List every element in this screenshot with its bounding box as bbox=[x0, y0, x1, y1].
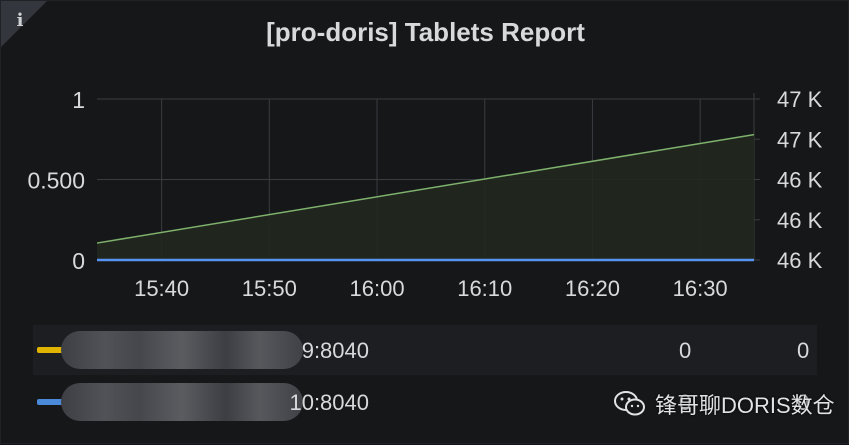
legend-swatch-2[interactable] bbox=[37, 399, 69, 405]
y-right-tick: 47 K bbox=[777, 87, 823, 112]
panel-info-corner[interactable] bbox=[1, 1, 47, 47]
watermark: 锋哥聊DORIS数仓 bbox=[613, 387, 835, 421]
redacted-hostname-1 bbox=[61, 331, 303, 369]
legend-value-max-1: 0 bbox=[797, 338, 810, 363]
x-tick: 16:10 bbox=[457, 276, 512, 301]
y-right-tick: 47 K bbox=[777, 127, 823, 152]
y-left-tick: 0 bbox=[72, 248, 85, 274]
redacted-hostname-2 bbox=[61, 383, 303, 421]
legend-value-current-2: 0 bbox=[679, 390, 692, 415]
watermark-text: 锋哥聊DORIS数仓 bbox=[655, 393, 835, 418]
legend-name-2[interactable]: 10:8040 bbox=[289, 390, 369, 415]
wechat-icon bbox=[613, 389, 647, 419]
x-tick: 16:00 bbox=[350, 276, 405, 301]
y-left-tick: 1 bbox=[72, 87, 85, 113]
panel-title[interactable]: [pro-doris] Tablets Report bbox=[266, 17, 585, 47]
legend-swatch-1[interactable] bbox=[37, 347, 69, 353]
y-left-tick: 0.500 bbox=[27, 168, 85, 194]
legend-value-max-2: 0 bbox=[797, 390, 810, 415]
legend-row-1[interactable]: 9:8040 0 0 bbox=[33, 325, 817, 375]
x-tick: 16:20 bbox=[565, 276, 620, 301]
info-icon[interactable]: i bbox=[16, 10, 24, 31]
series-line-right bbox=[96, 133, 755, 244]
x-tick: 15:40 bbox=[134, 276, 189, 301]
legend-row-2[interactable]: 10:8040 0 0 bbox=[33, 377, 817, 427]
y-right-tick: 46 K bbox=[777, 208, 823, 233]
series-area-fill bbox=[97, 134, 754, 260]
x-tick: 16:30 bbox=[673, 276, 728, 301]
x-tick: 15:50 bbox=[242, 276, 297, 301]
legend-name-1[interactable]: 9:8040 bbox=[301, 338, 369, 363]
y-right-tick: 46 K bbox=[777, 168, 823, 193]
legend-value-current-1: 0 bbox=[679, 338, 692, 363]
y-right-tick: 46 K bbox=[777, 248, 823, 273]
